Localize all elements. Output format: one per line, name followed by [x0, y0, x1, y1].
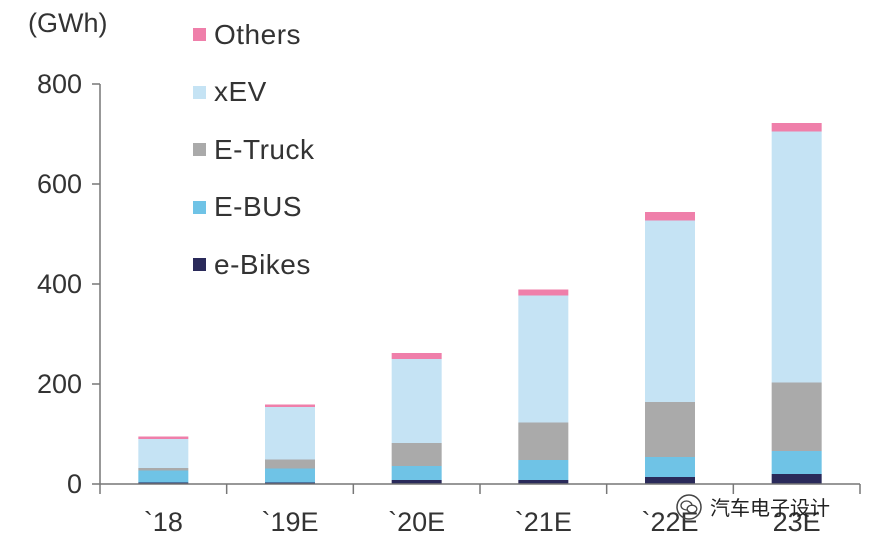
- legend-item: xEV: [193, 64, 314, 122]
- wechat-icon: [676, 493, 702, 520]
- y-tick-label: 600: [37, 169, 82, 199]
- legend-item: E-BUS: [193, 179, 314, 237]
- bar-segment-others: [645, 212, 695, 221]
- bar-segment-xev: [645, 220, 695, 402]
- bar-segment-e-bus: [138, 470, 189, 483]
- bar-segment-e-bus: [518, 460, 569, 480]
- x-tick-label: 23E: [773, 507, 821, 537]
- bar-segment-e-truck: [265, 459, 315, 469]
- y-tick-label: 400: [37, 269, 82, 299]
- x-tick-label: `20E: [388, 507, 445, 537]
- y-tick-label: 200: [37, 369, 82, 399]
- legend-label: E-Truck: [214, 133, 315, 165]
- y-tick-label: 0: [67, 469, 82, 499]
- x-tick-label: `19E: [261, 507, 318, 537]
- bar-segment-e-bikes: [771, 474, 822, 484]
- bar-segment-xev: [391, 359, 442, 443]
- legend-item: E-Truck: [193, 121, 314, 179]
- bar-segment-e-bikes: [391, 480, 442, 484]
- legend-item: e-Bikes: [193, 236, 314, 294]
- x-tick-label: `18: [144, 507, 183, 537]
- watermark-text: 汽车电子设计: [710, 498, 830, 520]
- bar-segment-xev: [265, 407, 315, 460]
- legend-item: Others: [193, 6, 314, 64]
- x-tick-label: `21E: [515, 507, 572, 537]
- legend: Others xEV E-Truck E-BUS e-Bikes: [193, 6, 314, 294]
- bar-segment-xev: [771, 131, 822, 383]
- bar-segment-e-truck: [645, 402, 695, 457]
- bar-segment-e-truck: [518, 422, 569, 460]
- legend-swatch: [193, 143, 206, 157]
- legend-label: Others: [214, 18, 302, 50]
- watermark: 汽车电子设计: [676, 492, 830, 521]
- y-unit-label: (GWh): [28, 8, 108, 38]
- bar-segment-e-truck: [391, 443, 442, 466]
- legend-label: e-Bikes: [214, 248, 311, 280]
- legend-label: xEV: [214, 76, 267, 108]
- bar-segment-e-bus: [265, 468, 315, 483]
- legend-swatch: [193, 28, 206, 42]
- bar-segment-e-truck: [138, 468, 189, 471]
- y-tick-label: 800: [37, 69, 82, 99]
- bar-segment-xev: [518, 295, 569, 423]
- bar-segment-others: [391, 353, 442, 359]
- legend-swatch: [193, 85, 206, 99]
- bar-segment-e-bus: [771, 451, 822, 474]
- bar-segment-others: [138, 436, 189, 439]
- bar-segment-others: [771, 123, 822, 132]
- legend-swatch: [193, 258, 206, 272]
- bar-segment-e-bus: [391, 466, 442, 480]
- bar-segment-e-bikes: [518, 480, 569, 484]
- bar-segment-others: [265, 404, 315, 407]
- legend-swatch: [193, 200, 206, 214]
- bar-segment-others: [518, 289, 569, 296]
- bar-segment-xev: [138, 439, 189, 468]
- bar-segment-e-bikes: [645, 477, 695, 484]
- bar-segment-e-bus: [645, 457, 695, 477]
- bar-segment-e-truck: [771, 382, 822, 451]
- legend-label: E-BUS: [214, 191, 303, 223]
